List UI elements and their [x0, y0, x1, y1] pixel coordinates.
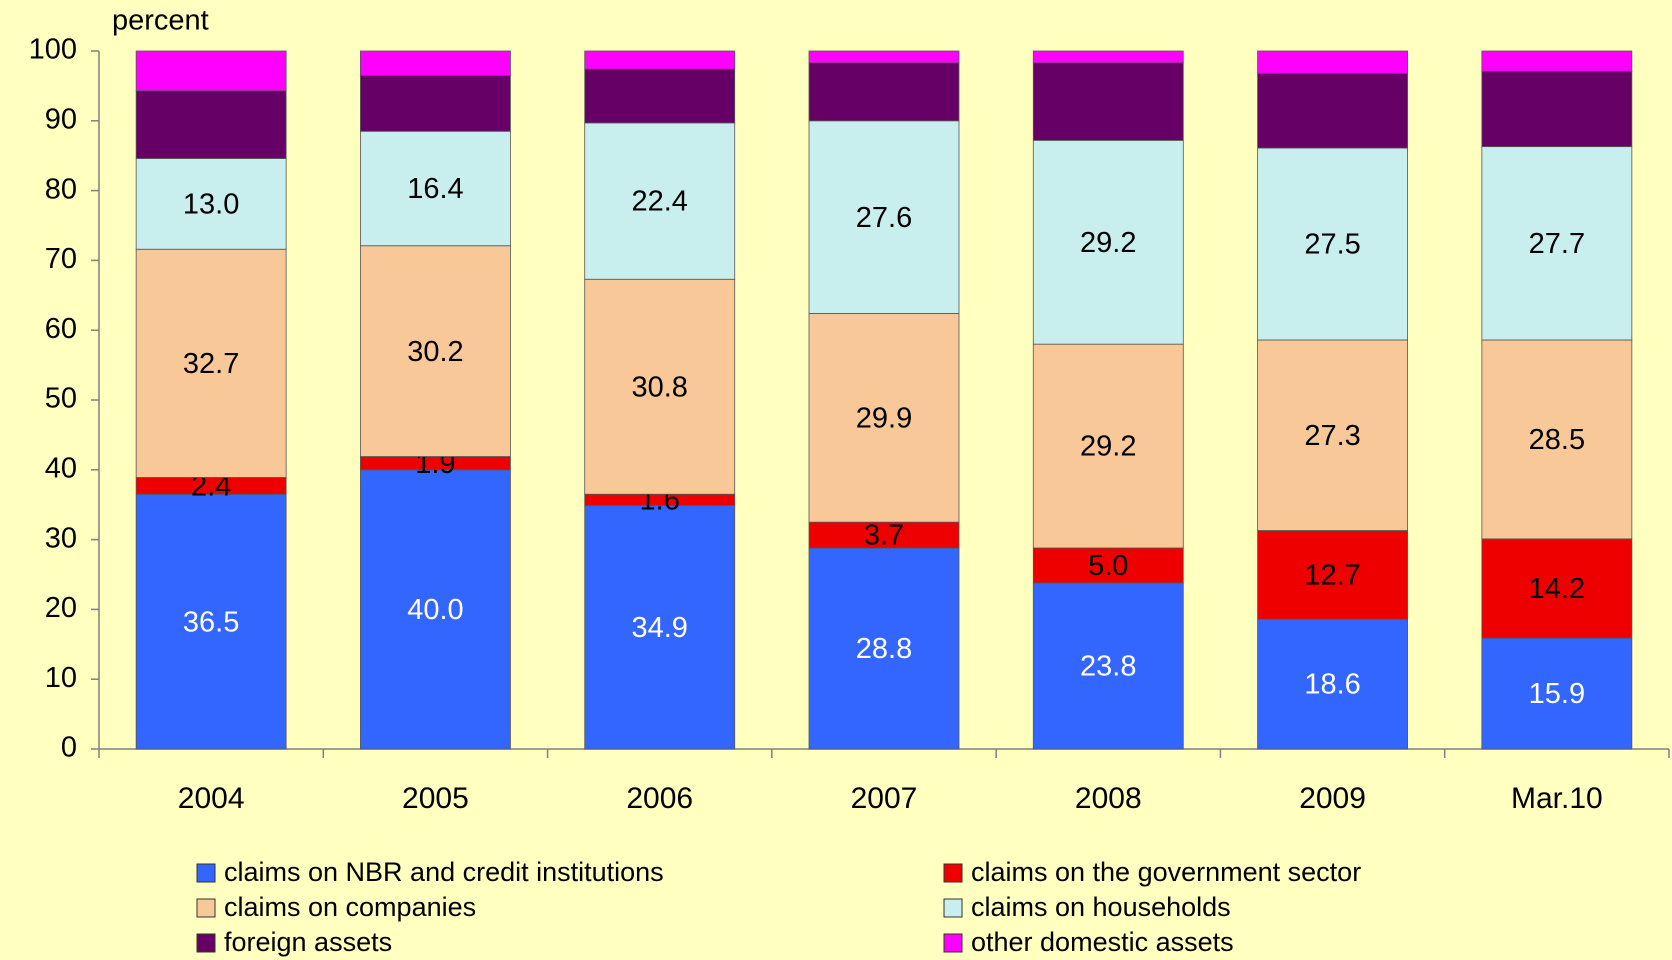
- bar-segment: [1032, 547, 1184, 584]
- y-tick-label: 40: [45, 452, 77, 484]
- data-label: 12.7: [1304, 560, 1360, 592]
- y-tick-label: 20: [45, 592, 77, 624]
- x-tick-label: 2004: [178, 782, 245, 815]
- x-tick-label: Mar.10: [1511, 782, 1603, 815]
- data-label: 5.0: [1088, 550, 1128, 582]
- y-tick-label: 0: [61, 732, 77, 764]
- legend-swatch: [196, 933, 216, 953]
- bar-segment: [135, 248, 287, 478]
- legend-label: foreign assets: [224, 927, 392, 957]
- x-tick-label: 2006: [626, 782, 693, 815]
- bar-segment: [360, 50, 511, 76]
- bar-segment: [135, 158, 287, 250]
- data-label: 15.9: [1529, 678, 1585, 710]
- legend-label: other domestic assets: [971, 927, 1234, 957]
- data-label: 36.5: [183, 606, 239, 638]
- bar-segment: [584, 68, 736, 124]
- legend-label: claims on households: [971, 892, 1231, 922]
- data-label: 28.5: [1529, 424, 1585, 456]
- bar-segment: [1481, 538, 1633, 639]
- data-label: 40.0: [407, 594, 463, 626]
- data-label: 27.3: [1304, 420, 1360, 452]
- bar-segment: [1481, 70, 1633, 148]
- bar-segment: [1032, 62, 1184, 141]
- y-axis-label: percent: [112, 5, 209, 37]
- bar-segment: [1257, 339, 1408, 531]
- bar-segment: [584, 122, 736, 280]
- bar-segment: [1481, 637, 1633, 750]
- data-label: 16.4: [407, 173, 463, 205]
- legend-label: claims on companies: [224, 892, 476, 922]
- data-label: 14.2: [1529, 573, 1585, 605]
- data-label: 28.8: [856, 633, 912, 665]
- y-tick-label: 70: [45, 243, 77, 275]
- data-label: 23.8: [1080, 651, 1136, 683]
- data-label: 32.7: [183, 348, 239, 380]
- x-tick-label: 2008: [1075, 782, 1142, 815]
- bar-segment: [584, 50, 736, 70]
- legend-label: claims on NBR and credit institutions: [224, 857, 664, 887]
- bar-segment: [1257, 72, 1408, 149]
- bar-segment: [135, 90, 287, 159]
- bar-segment: [1032, 582, 1184, 750]
- bar-segment: [1032, 343, 1184, 549]
- bar-segment: [1481, 50, 1633, 72]
- bar-segment: [135, 493, 287, 750]
- bar-segment: [584, 278, 736, 495]
- bar-segment: [1481, 339, 1633, 540]
- data-label: 3.7: [864, 520, 904, 552]
- bar-segment: [808, 62, 960, 122]
- legend-swatch: [943, 863, 963, 883]
- data-label: 29.2: [1080, 431, 1136, 463]
- data-label: 27.7: [1529, 228, 1585, 260]
- legend-swatch: [196, 898, 216, 918]
- bar-segment: [1032, 50, 1184, 64]
- bar-segment: [360, 130, 511, 247]
- data-label: 29.2: [1080, 227, 1136, 259]
- bar-segment: [808, 521, 960, 549]
- legend-label: claims on the government sector: [971, 857, 1361, 887]
- data-label: 34.9: [631, 612, 687, 644]
- data-label: 22.4: [631, 186, 687, 218]
- y-tick-label: 60: [45, 313, 77, 345]
- bar-segment: [360, 245, 511, 457]
- data-label: 13.0: [183, 189, 239, 221]
- bar-segment: [360, 75, 511, 132]
- bar-segment: [808, 50, 960, 64]
- data-label: 18.6: [1304, 669, 1360, 701]
- bar-segment: [1257, 50, 1408, 74]
- legend-swatch: [196, 863, 216, 883]
- data-label: 27.5: [1304, 229, 1360, 261]
- y-tick-label: 100: [29, 34, 77, 66]
- x-tick-label: 2005: [402, 782, 469, 815]
- data-label: 30.8: [631, 371, 687, 403]
- bar-segment: [1257, 618, 1408, 750]
- bar-segment: [1257, 147, 1408, 341]
- bar-segment: [584, 504, 736, 750]
- y-tick-label: 30: [45, 522, 77, 554]
- bar-segment: [1257, 530, 1408, 620]
- data-label: 30.2: [407, 336, 463, 368]
- y-tick-label: 50: [45, 383, 77, 415]
- bar-segment: [135, 50, 287, 92]
- x-tick-label: 2007: [851, 782, 918, 815]
- y-tick-label: 10: [45, 662, 77, 694]
- y-tick-label: 80: [45, 173, 77, 205]
- legend-swatch: [943, 933, 963, 953]
- y-tick-label: 90: [45, 103, 77, 135]
- x-tick-label: 2009: [1299, 782, 1366, 815]
- bar-segment: [808, 120, 960, 314]
- data-label: 29.9: [856, 402, 912, 434]
- data-label: 27.6: [856, 202, 912, 234]
- bar-segment: [1032, 139, 1184, 345]
- bar-segment: [808, 313, 960, 523]
- legend-swatch: [943, 898, 963, 918]
